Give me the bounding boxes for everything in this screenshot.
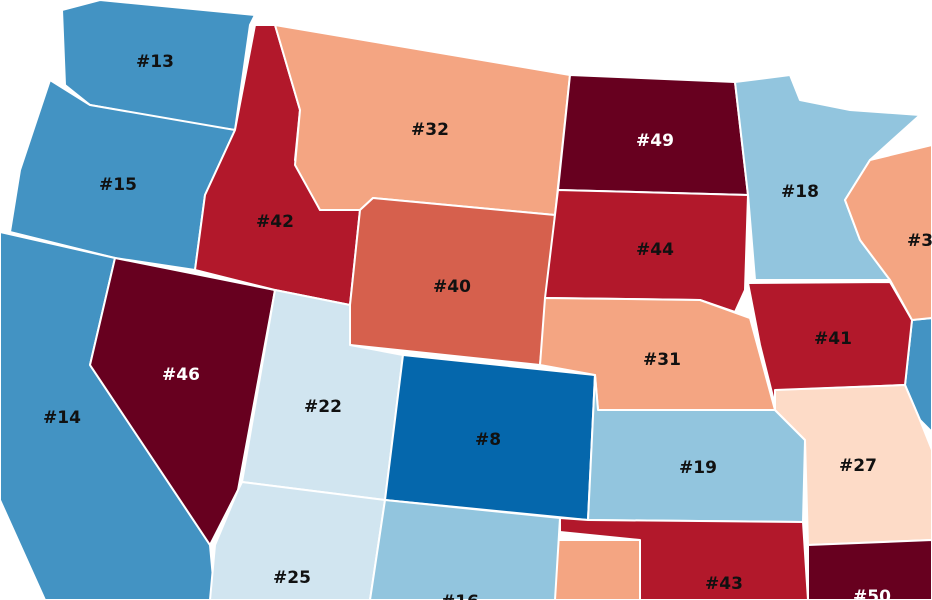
state-rank: #42	[256, 212, 294, 232]
state-rank: #19	[679, 458, 717, 478]
state-rank: #18	[781, 182, 819, 202]
state-rank: #44	[636, 240, 674, 260]
state-rank: #43	[705, 574, 743, 594]
state-rank: #22	[304, 397, 342, 417]
region	[554, 539, 641, 600]
state	[559, 517, 809, 600]
state	[774, 384, 932, 546]
state-rank: #13	[136, 52, 174, 72]
labels: #13 #15 #14 #46 #42 #32 #40 #22 #8 #25 #16 #49 #44 #3…	[43, 52, 932, 600]
state	[369, 499, 561, 600]
state	[807, 539, 932, 600]
state-rank: #46	[162, 365, 200, 385]
state-rank: #41	[814, 329, 852, 349]
state-rank: #25	[273, 568, 311, 588]
state-rank: #16	[441, 592, 479, 600]
state-rank: #14	[43, 408, 81, 428]
state	[89, 257, 276, 546]
state-rank: #32	[411, 120, 449, 140]
state-rank: #33	[907, 231, 932, 251]
state-rank: #27	[839, 456, 877, 476]
state	[844, 144, 932, 321]
state-rank: #49	[636, 131, 674, 151]
state-rank: #8	[475, 430, 501, 450]
state-rank: #40	[433, 277, 471, 297]
state-rank: #31	[643, 350, 681, 370]
state-rank: #15	[99, 175, 137, 195]
state-rank: #50	[853, 587, 891, 600]
